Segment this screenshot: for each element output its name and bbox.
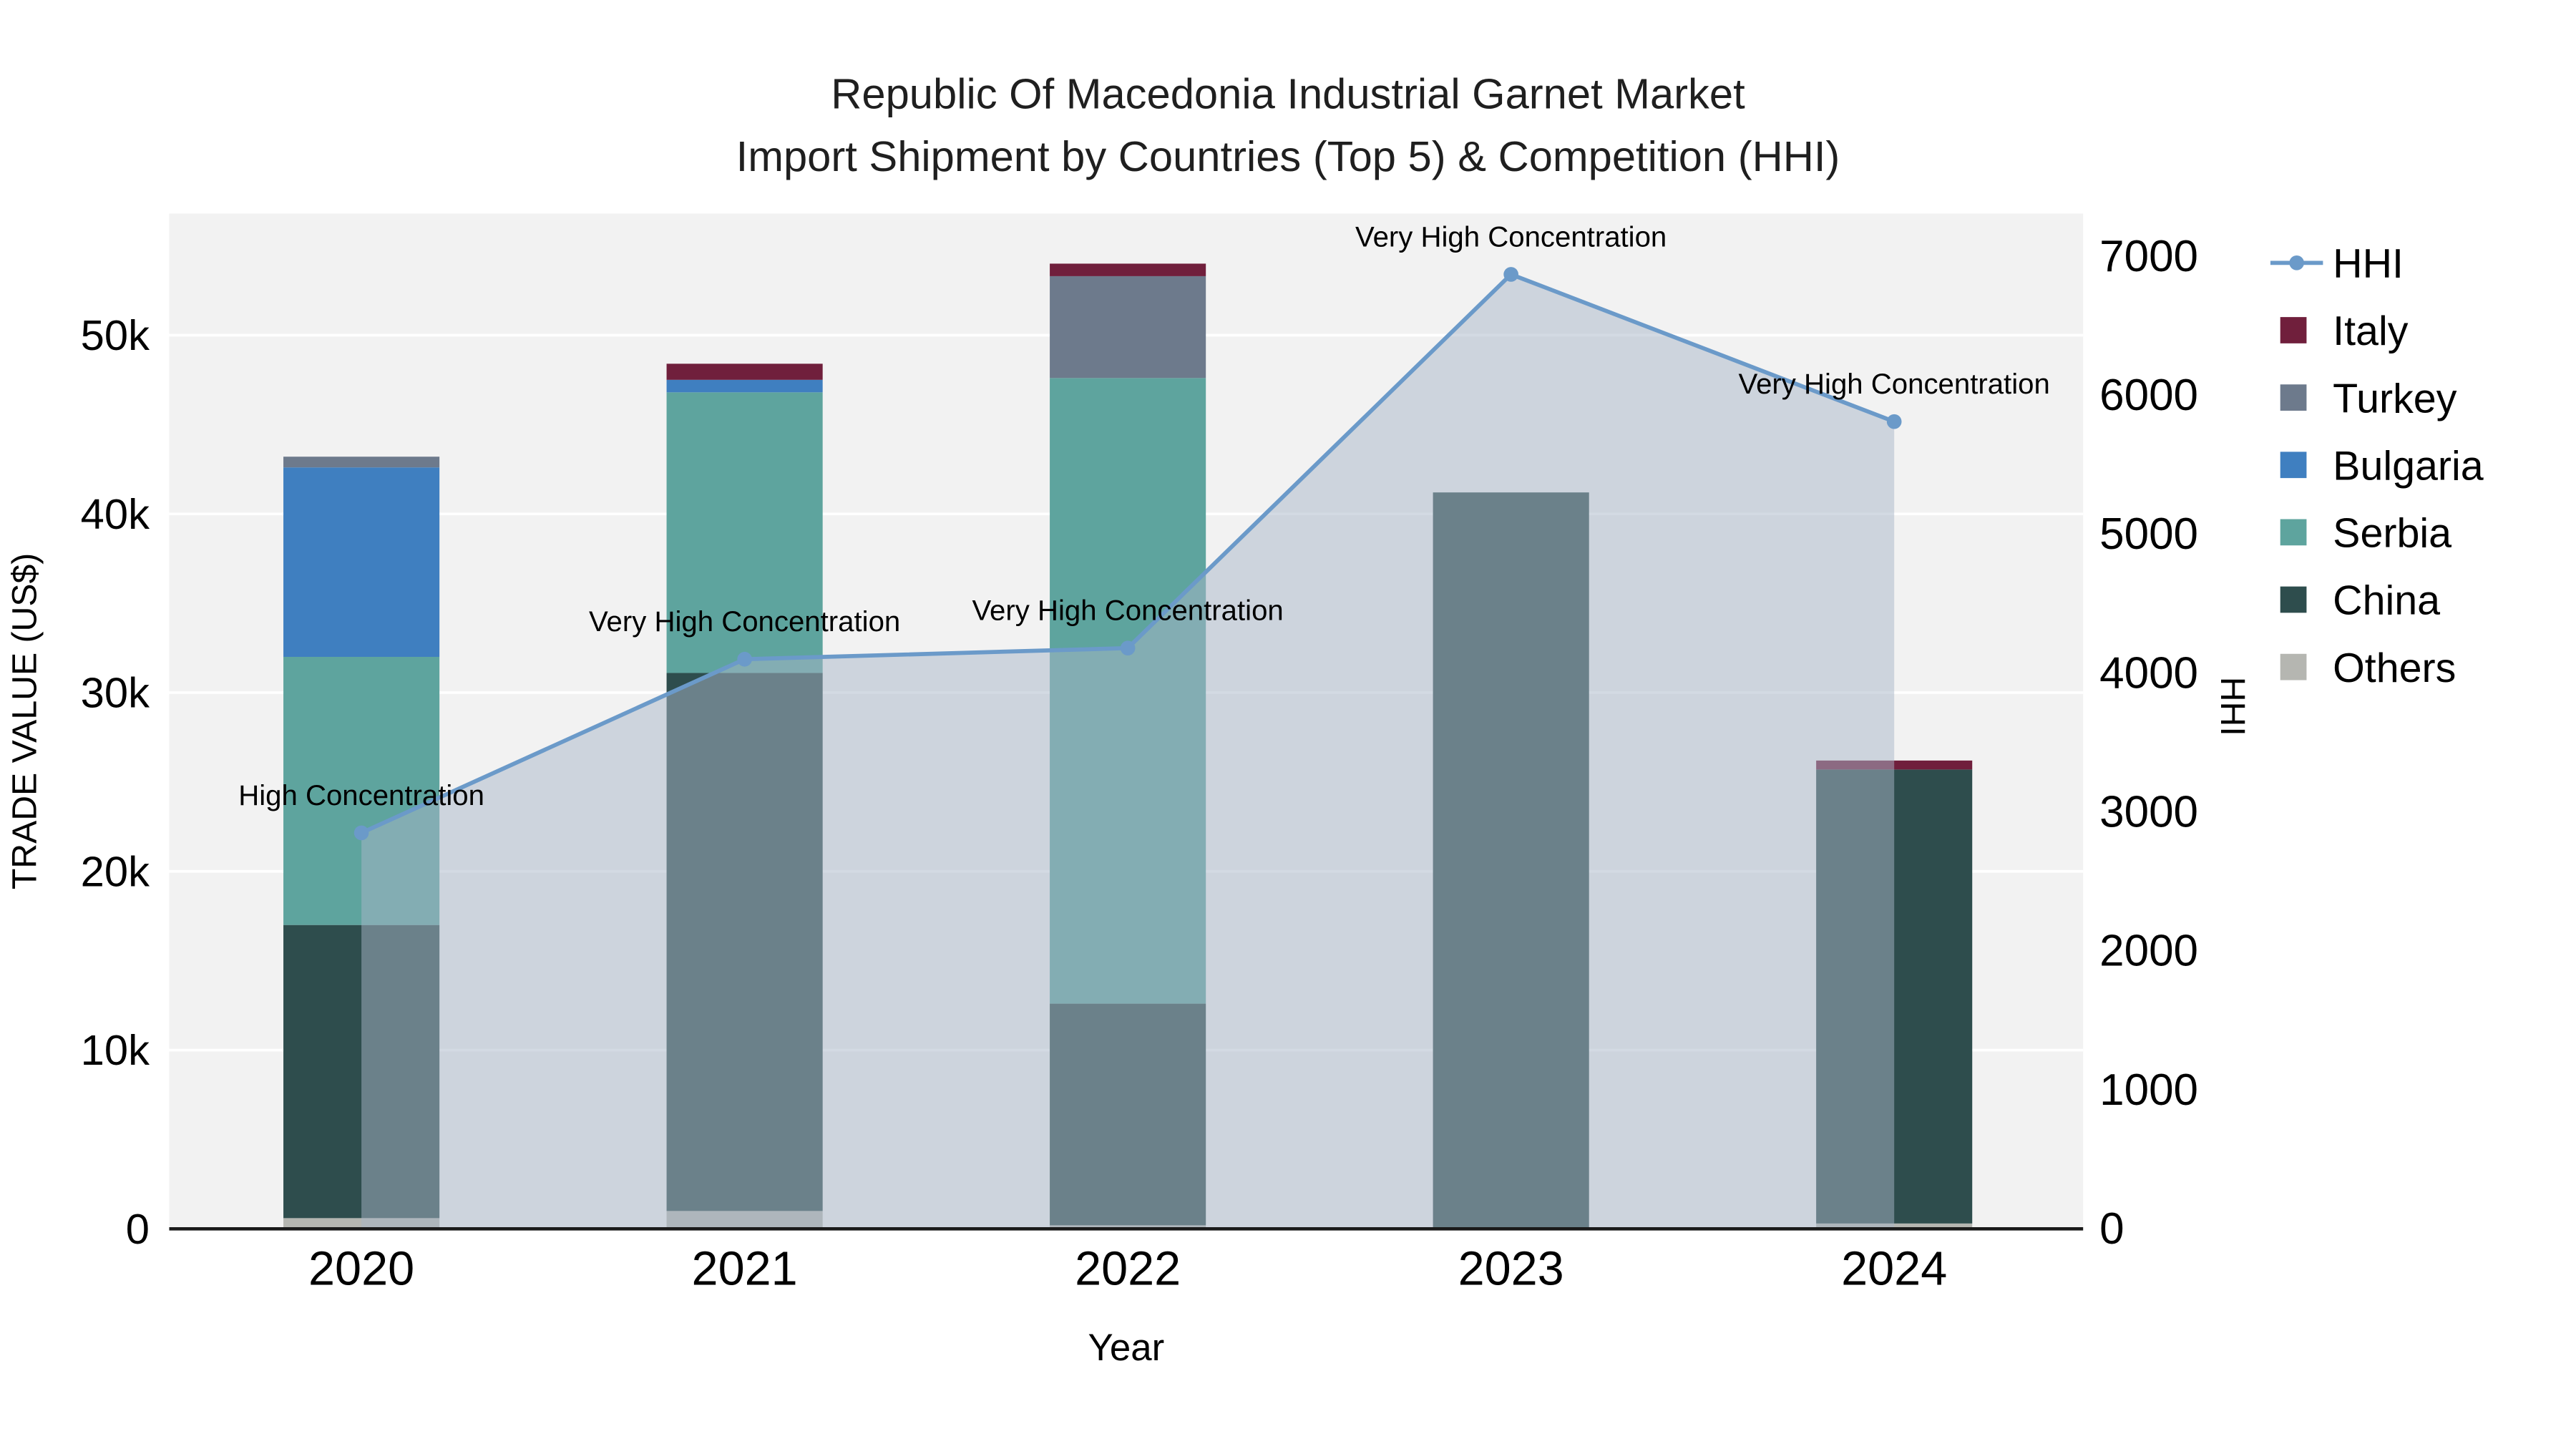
ytick-right: 1000 [2099, 1065, 2198, 1115]
bar-bulgaria-2020 [283, 467, 440, 657]
hhi-marker-2020 [353, 825, 369, 841]
hhi-marker-2022 [1120, 640, 1136, 656]
legend-item-bulgaria[interactable]: Bulgaria [2280, 443, 2484, 489]
legend-marker-sample [2289, 255, 2304, 270]
bar-serbia-2021 [666, 392, 823, 673]
ytick-left: 20k [81, 847, 150, 895]
legend-item-italy[interactable]: Italy [2280, 308, 2409, 354]
ytick-right: 2000 [2099, 927, 2198, 976]
bar-bulgaria-2021 [666, 379, 823, 393]
ytick-left: 30k [81, 669, 150, 717]
chart-title: Republic Of Macedonia Industrial Garnet … [0, 62, 2576, 187]
bar-turkey-2020 [283, 457, 440, 468]
bar-italy-2021 [666, 364, 823, 380]
chart-title-line2: Import Shipment by Countries (Top 5) & C… [736, 131, 1840, 181]
legend-label-others: Others [2333, 645, 2456, 691]
x-axis-title: Year [1088, 1327, 1164, 1369]
xtick-2024: 2024 [1841, 1242, 1947, 1295]
legend-swatch-china [2280, 586, 2307, 613]
legend-item-serbia[interactable]: Serbia [2280, 511, 2451, 557]
y-axis-title-left: TRADE VALUE (US$) [6, 553, 44, 890]
annotation-2020: High Concentration [238, 779, 484, 811]
xtick-2022: 2022 [1075, 1242, 1181, 1295]
ytick-right: 4000 [2099, 648, 2198, 698]
xtick-2023: 2023 [1458, 1242, 1564, 1295]
legend-label-turkey: Turkey [2333, 376, 2457, 421]
legend-label-bulgaria: Bulgaria [2333, 443, 2484, 489]
ytick-left: 50k [81, 311, 150, 359]
ytick-right: 5000 [2099, 509, 2198, 559]
hhi-marker-2024 [1886, 414, 1902, 429]
xtick-2020: 2020 [308, 1242, 414, 1295]
legend-label-serbia: Serbia [2333, 511, 2451, 557]
legend-item-china[interactable]: China [2280, 578, 2440, 624]
ytick-right: 6000 [2099, 371, 2198, 420]
hhi-marker-2023 [1503, 267, 1518, 282]
legend-label-italy: Italy [2333, 308, 2409, 354]
hhi-marker-2021 [737, 651, 752, 667]
y-axis-title-right: HHI [2213, 677, 2252, 736]
bar-italy-2022 [1050, 263, 1206, 276]
annotation-2023: Very High Concentration [1355, 220, 1667, 253]
hhi-area-fill [361, 274, 1895, 1229]
chart-title-line1: Republic Of Macedonia Industrial Garnet … [831, 69, 1745, 119]
ytick-left: 0 [126, 1205, 150, 1253]
legend-swatch-bulgaria [2280, 452, 2307, 479]
bar-turkey-2022 [1050, 275, 1206, 379]
legend-swatch-serbia [2280, 519, 2307, 546]
legend-item-hhi[interactable]: HHI [2270, 241, 2404, 287]
legend-swatch-turkey [2280, 384, 2307, 411]
ytick-right: 3000 [2099, 787, 2198, 836]
legend-item-turkey[interactable]: Turkey [2280, 376, 2457, 421]
legend-label-china: China [2333, 578, 2440, 624]
ytick-right: 0 [2099, 1204, 2124, 1254]
legend-label-hhi: HHI [2333, 241, 2404, 287]
xtick-2021: 2021 [692, 1242, 798, 1295]
legend-swatch-others [2280, 653, 2307, 680]
ytick-left: 10k [81, 1026, 150, 1074]
ytick-right: 7000 [2099, 232, 2198, 281]
legend-swatch-italy [2280, 317, 2307, 343]
annotation-2024: Very High Concentration [1739, 368, 2050, 400]
ytick-left: 40k [81, 490, 150, 538]
legend-item-others[interactable]: Others [2280, 645, 2457, 691]
annotation-2021: Very High Concentration [589, 605, 900, 638]
annotation-2022: Very High Concentration [972, 595, 1283, 627]
